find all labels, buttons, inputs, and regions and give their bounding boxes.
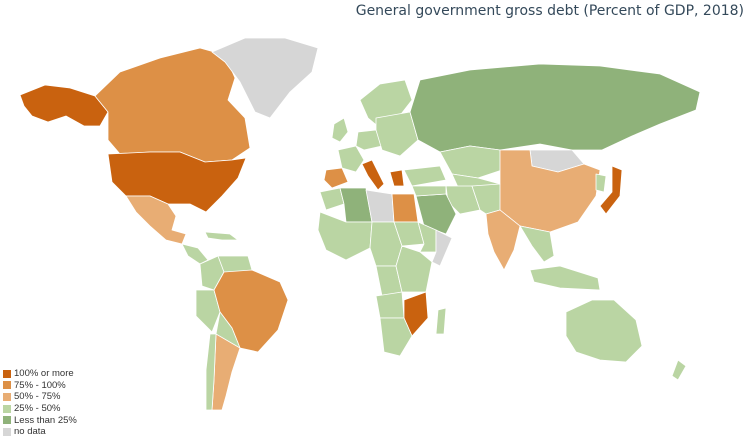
region-morocco[interactable] <box>319 187 345 211</box>
legend-swatch <box>3 416 11 425</box>
legend-swatch <box>3 381 11 390</box>
region-ethiopia[interactable] <box>417 221 437 253</box>
region-australia[interactable] <box>565 299 643 363</box>
region-mexico[interactable] <box>125 195 187 245</box>
legend-item[interactable]: Less than 25% <box>3 414 77 426</box>
region-india[interactable] <box>485 209 521 271</box>
region-southern-africa[interactable] <box>379 317 413 357</box>
region-united-kingdom[interactable] <box>331 117 349 143</box>
region-east-africa[interactable] <box>395 245 433 293</box>
legend-swatch <box>3 404 11 413</box>
region-caribbean[interactable] <box>204 231 239 241</box>
region-indonesia[interactable] <box>529 265 601 291</box>
legend-label: Less than 25% <box>14 414 77 426</box>
legend-item[interactable]: 100% or more <box>3 368 77 380</box>
region-mozambique[interactable] <box>403 291 429 337</box>
region-greece[interactable] <box>389 169 405 187</box>
region-greenland[interactable] <box>211 37 319 119</box>
region-iraq-syria[interactable] <box>411 185 447 197</box>
legend-swatch <box>3 392 11 401</box>
region-italy[interactable] <box>361 159 385 191</box>
legend-label: 100% or more <box>14 368 74 380</box>
region-southeast-asia[interactable] <box>519 225 555 263</box>
map-title: General government gross debt (Percent o… <box>355 3 744 19</box>
region-central-america[interactable] <box>181 243 209 265</box>
region-chile[interactable] <box>205 333 217 411</box>
region-germany[interactable] <box>355 129 383 151</box>
legend-swatch <box>3 369 11 378</box>
region-new-zealand[interactable] <box>671 359 687 381</box>
legend-item[interactable]: 25% - 50% <box>3 403 77 415</box>
region-japan[interactable] <box>599 165 623 215</box>
region-egypt[interactable] <box>391 193 419 223</box>
region-korea[interactable] <box>595 173 607 193</box>
region-turkey[interactable] <box>403 165 447 187</box>
region-brazil[interactable] <box>213 269 289 353</box>
region-canada[interactable] <box>94 47 251 163</box>
legend-item[interactable]: 75% - 100% <box>3 380 77 392</box>
legend-label: no data <box>14 426 46 438</box>
region-west-africa[interactable] <box>317 211 373 261</box>
region-alaska[interactable] <box>19 84 109 127</box>
legend-label: 50% - 75% <box>14 391 61 403</box>
legend-label: 25% - 50% <box>14 403 61 415</box>
legend-label: 75% - 100% <box>14 379 66 391</box>
region-peru[interactable] <box>195 289 221 333</box>
legend-swatch <box>3 427 11 436</box>
region-somalia[interactable] <box>431 229 453 267</box>
legend-item[interactable]: 50% - 75% <box>3 391 77 403</box>
region-kazakhstan[interactable] <box>439 145 503 179</box>
region-russia[interactable] <box>409 63 701 153</box>
region-france[interactable] <box>337 145 365 173</box>
legend-item[interactable]: no data <box>3 426 77 438</box>
region-spain[interactable] <box>323 167 349 189</box>
region-madagascar[interactable] <box>435 307 447 335</box>
region-angola[interactable] <box>375 291 405 319</box>
region-argentina[interactable] <box>211 333 241 411</box>
legend: 100% or more 75% - 100% 50% - 75% 25% - … <box>3 368 77 438</box>
region-united-states[interactable] <box>107 151 247 213</box>
